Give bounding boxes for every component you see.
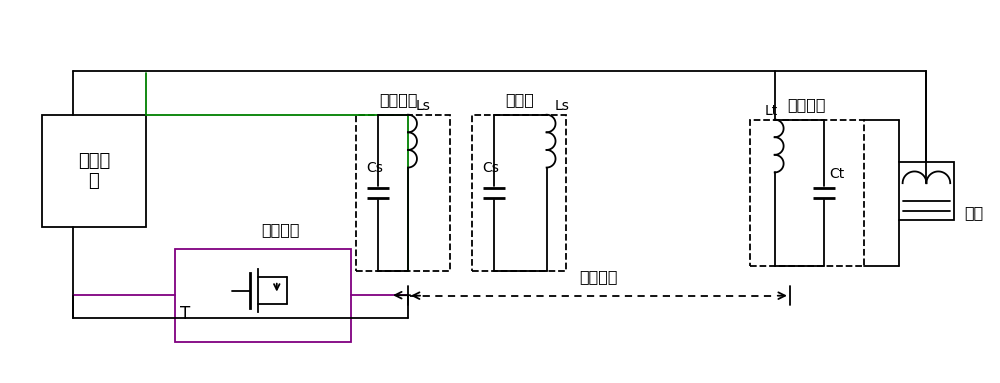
Text: Cs: Cs	[483, 161, 500, 175]
Bar	[899, 162, 954, 220]
Text: Lt: Lt	[765, 104, 778, 118]
Text: 增强器: 增强器	[505, 92, 534, 107]
Text: T: T	[180, 305, 190, 323]
Bar	[42, 115, 146, 227]
Bar	[175, 249, 351, 342]
Text: 开关电路: 开关电路	[261, 222, 300, 237]
Text: 发射电路: 发射电路	[379, 92, 418, 107]
Text: 直流电
源: 直流电 源	[78, 152, 110, 190]
Text: 接收电路: 接收电路	[788, 97, 826, 112]
Text: Ls: Ls	[555, 99, 569, 113]
Text: Cs: Cs	[367, 161, 383, 175]
Bar	[750, 119, 864, 266]
Bar	[356, 115, 450, 271]
Text: Ct: Ct	[829, 167, 844, 181]
Bar	[472, 115, 566, 271]
Text: 传输距离: 传输距离	[580, 269, 618, 284]
Text: 灯泡: 灯泡	[964, 205, 983, 220]
Text: Ls: Ls	[416, 99, 431, 113]
